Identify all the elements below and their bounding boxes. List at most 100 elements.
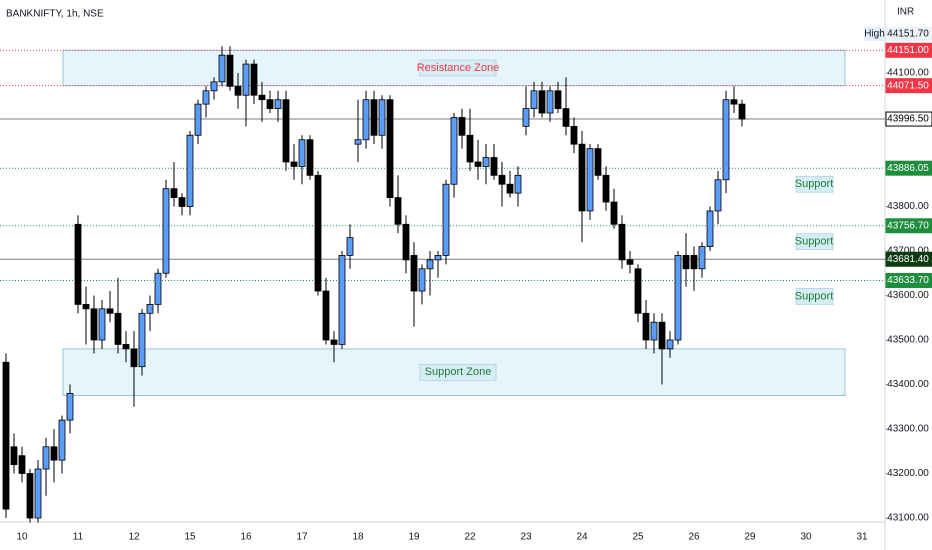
- candle-body: [690, 255, 698, 270]
- candle-body: [482, 157, 490, 167]
- zone-label: Resistance Zone: [417, 62, 500, 74]
- candle-body: [706, 210, 714, 247]
- candle-body: [538, 90, 546, 114]
- candle-body: [50, 446, 58, 461]
- x-tick-label: 24: [576, 532, 588, 543]
- candle-body: [586, 148, 594, 212]
- high-name: High: [864, 29, 885, 40]
- support-label: Support: [795, 178, 834, 190]
- y-tick-label: 43300.00: [887, 424, 929, 435]
- candle-body: [290, 161, 298, 167]
- candle-body: [578, 143, 586, 212]
- candle-body: [738, 103, 746, 120]
- candle-body: [234, 85, 242, 96]
- level-badge: [885, 272, 932, 288]
- x-tick-label: 10: [16, 532, 28, 543]
- candle-body: [74, 223, 82, 305]
- support-label: Support: [795, 290, 834, 302]
- candle-body: [714, 179, 722, 212]
- level-badge: [885, 160, 932, 176]
- candle-body: [170, 188, 178, 198]
- candle-body: [66, 392, 74, 421]
- candle-body: [194, 103, 202, 136]
- candle-body: [554, 90, 562, 109]
- candle-body: [82, 303, 90, 310]
- candle-body: [474, 161, 482, 167]
- support-label: Support: [795, 236, 834, 248]
- chart-title: BANKNIFTY, 1h, NSE: [6, 9, 104, 20]
- x-tick-label: 12: [128, 532, 140, 543]
- candle-body: [466, 134, 474, 163]
- level-badge: [885, 42, 932, 58]
- candle-body: [2, 361, 10, 510]
- level-badge: [885, 251, 932, 267]
- candle-body: [338, 255, 346, 345]
- candle-body: [26, 473, 34, 519]
- candle-body: [306, 139, 314, 176]
- candle-body: [18, 455, 26, 474]
- y-tick-label: 43100.00: [887, 513, 929, 524]
- level-badge: [885, 111, 932, 127]
- x-tick-label: 31: [856, 532, 868, 543]
- candle-body: [650, 321, 658, 341]
- candle-body: [202, 90, 210, 105]
- candle-body: [130, 348, 138, 368]
- candle-body: [122, 344, 130, 350]
- level-label: 43996.50: [887, 114, 929, 125]
- candle-body: [250, 63, 258, 96]
- candle-body: [410, 255, 418, 292]
- level-label: 44151.00: [887, 45, 929, 56]
- candle-body: [114, 312, 122, 345]
- candle-body: [490, 157, 498, 176]
- candle-body: [722, 99, 730, 181]
- zone-label: Support Zone: [425, 366, 492, 378]
- candle-body: [642, 312, 650, 341]
- level-label: 43633.70: [887, 275, 929, 286]
- candle-body: [514, 174, 522, 194]
- candle-body: [626, 259, 634, 265]
- x-tick-label: 26: [688, 532, 700, 543]
- support-label-bg: [795, 288, 834, 305]
- x-tick-label: 16: [240, 532, 252, 543]
- x-tick-label: 25: [632, 532, 644, 543]
- candle-body: [698, 246, 706, 270]
- candle-body: [506, 183, 514, 194]
- x-tick-label: 18: [352, 532, 364, 543]
- candle-body: [218, 54, 226, 83]
- candle-body: [522, 108, 530, 127]
- candle-body: [386, 99, 394, 198]
- candle-body: [458, 117, 466, 136]
- candle-body: [634, 268, 642, 314]
- candle-body: [450, 117, 458, 185]
- candle-body: [322, 290, 330, 341]
- level-badge: [885, 78, 932, 94]
- x-tick-label: 29: [744, 532, 756, 543]
- x-tick-label: 15: [184, 532, 196, 543]
- x-tick-label: 22: [464, 532, 476, 543]
- candle-body: [674, 255, 682, 341]
- x-tick-label: 23: [520, 532, 532, 543]
- y-tick-label: 43800.00: [887, 201, 929, 212]
- candle-body: [370, 99, 378, 136]
- candle-body: [602, 174, 610, 203]
- level-label: 43756.70: [887, 220, 929, 231]
- y-tick-label: 43500.00: [887, 335, 929, 346]
- candle-body: [666, 339, 674, 350]
- level-label: 43886.05: [887, 163, 929, 174]
- candle-body: [730, 99, 738, 105]
- candle-body: [354, 139, 362, 145]
- candle-body: [226, 54, 234, 87]
- candle-body: [42, 446, 50, 470]
- candle-body: [562, 108, 570, 127]
- zone-label-bg: [419, 59, 497, 77]
- candle-body: [570, 125, 578, 145]
- x-tick-label: 30: [800, 532, 812, 543]
- candle-body: [546, 90, 554, 114]
- candle-body: [658, 321, 666, 350]
- candle-body: [362, 99, 370, 141]
- candle-body: [426, 259, 434, 270]
- candle-body: [402, 223, 410, 261]
- y-tick-label: 43400.00: [887, 379, 929, 390]
- candle-body: [98, 308, 106, 341]
